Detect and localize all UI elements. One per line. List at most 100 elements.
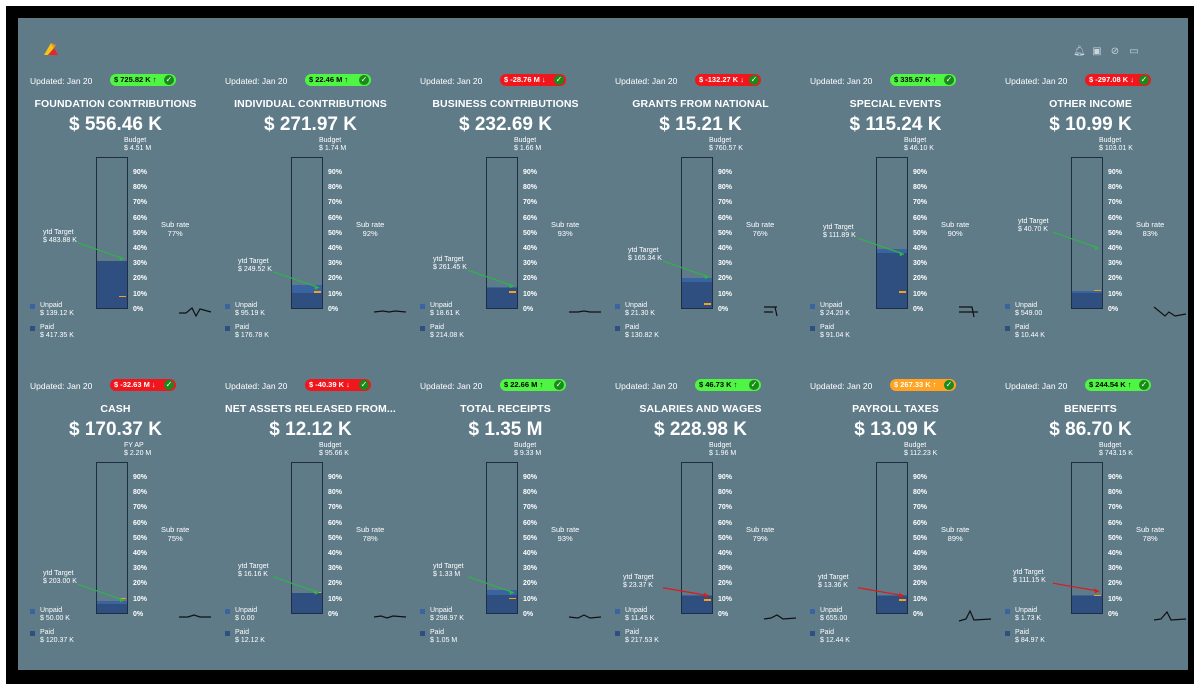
unpaid-value: $ 139.12 K [40, 310, 74, 317]
ytd-target-value: $ 203.00 K [43, 578, 77, 586]
variance-value: $ 22.46 M ↑ [309, 75, 349, 84]
gauge-tick-label: 50% [133, 534, 148, 542]
budget-caption: Budget [709, 137, 732, 144]
gauge-tick-label: 40% [718, 550, 733, 557]
gauge-bar [96, 462, 128, 614]
legend-paid: Paid $ 176.78 K [225, 324, 269, 340]
legend-paid: Paid $ 214.08 K [420, 324, 464, 340]
unpaid-value: $ 11.45 K [625, 615, 655, 622]
unpaid-label: Unpaid [40, 607, 63, 614]
updated-label: Updated: Jan 20 [810, 76, 873, 86]
sub-rate-value: 83% [1142, 229, 1158, 238]
kpi-card-9[interactable]: Updated: Jan 20 $ 22.66 M ↑ ✓ TOTAL RECE… [408, 323, 603, 644]
gauge-tick-label: 30% [133, 260, 148, 268]
paid-value: $ 91.04 K [820, 332, 850, 339]
gauge-tick-label: 80% [133, 489, 148, 497]
kpi-card-8[interactable]: Updated: Jan 20 $ -40.39 K ↓ ✓ NET ASSET… [213, 323, 408, 644]
variance-badge: $ 22.46 M ↑ ✓ [305, 74, 371, 86]
variance-badge: $ 46.73 K ↑ ✓ [695, 379, 761, 391]
kpi-card-6[interactable]: Updated: Jan 20 $ -297.08 K ↓ ✓ OTHER IN… [993, 18, 1188, 339]
kpi-card-11[interactable]: Updated: Jan 20 $ 267.33 K ↑ ✓ PAYROLL T… [798, 323, 993, 644]
budget-caption: Budget [904, 137, 927, 144]
ytd-target: ytd Target $ 203.00 K [43, 570, 77, 586]
kpi-card-10[interactable]: Updated: Jan 20 $ 46.73 K ↑ ✓ SALARIES A… [603, 323, 798, 644]
gauge-tick-label: 70% [1108, 504, 1123, 512]
unpaid-swatch [1005, 304, 1010, 309]
kpi-card-7[interactable]: Updated: Jan 20 $ -32.63 M ↓ ✓ CASH $ 17… [18, 323, 213, 644]
sub-rate: Sub rate 77% [161, 220, 189, 238]
paid-fill [97, 603, 127, 613]
paid-label: Paid [820, 324, 835, 331]
unpaid-swatch [30, 304, 35, 309]
gauge-tick-label: 60% [718, 214, 733, 222]
gauge-tick-label: 10% [1108, 595, 1123, 603]
unpaid-value: $ 24.20 K [820, 310, 850, 317]
sub-rate-label: Sub rate [1136, 525, 1165, 534]
gauge-tick-label: 20% [1108, 580, 1123, 588]
updated-label: Updated: Jan 20 [30, 76, 93, 86]
paid-label: Paid [430, 324, 445, 331]
card-amount: $ 12.12 K [269, 419, 352, 440]
budget-label: Budget $ 1.96 M [709, 442, 736, 458]
card-title: GRANTS FROM NATIONAL [632, 98, 769, 110]
budget-label: FY AP $ 2.20 M [124, 442, 151, 458]
gauge-tick-label: 70% [1108, 199, 1123, 207]
dashboard-canvas: 🔔︎ ▣ ⊘ ▭ Updated: Jan 20 $ 725.82 K ↑ ✓ … [18, 18, 1188, 670]
folder-icon[interactable]: ▭ [1129, 46, 1139, 57]
paid-value: $ 176.78 K [235, 332, 269, 339]
gauge-tick-label: 30% [718, 260, 733, 268]
gauge-tick-label: 90% [328, 169, 343, 176]
gauge-tick-label: 20% [913, 580, 928, 588]
gauge-tick-label: 40% [328, 550, 343, 557]
kpi-card-3[interactable]: Updated: Jan 20 $ -28.76 M ↓ ✓ BUSINESS … [408, 18, 603, 339]
unpaid-swatch [225, 304, 230, 309]
ytd-target: ytd Target $ 165.34 K [628, 247, 662, 263]
kpi-card-12[interactable]: Updated: Jan 20 $ 244.54 K ↑ ✓ BENEFITS … [993, 323, 1188, 644]
gauge-tick-label: 90% [718, 474, 733, 481]
gauge-tick-label: 80% [913, 489, 928, 497]
trend-sparkline [1153, 306, 1187, 317]
budget-label: Budget $ 95.66 K [319, 442, 349, 458]
gauge-tick-label: 60% [328, 214, 343, 222]
card-amount: $ 10.99 K [1049, 114, 1132, 135]
sub-rate-label: Sub rate [746, 525, 775, 534]
unpaid-label: Unpaid [1015, 607, 1038, 614]
gauge-tick-label: 30% [523, 565, 538, 573]
ytd-target-value: $ 261.45 K [433, 264, 467, 272]
variance-value: $ 244.54 K ↑ [1089, 380, 1132, 389]
kpi-card-1[interactable]: Updated: Jan 20 $ 725.82 K ↑ ✓ FOUNDATIO… [18, 18, 213, 339]
unpaid-value: $ 298.97 K [430, 615, 464, 622]
gauge-tick-label: 10% [913, 290, 928, 298]
gauge-tick-label: 50% [328, 229, 343, 237]
gauge-tick-label: 60% [718, 519, 733, 527]
paid-swatch [420, 631, 425, 636]
gauge-tick-label: 50% [718, 229, 733, 237]
paid-label: Paid [40, 324, 55, 331]
check-circle-icon[interactable]: ⊘ [1110, 46, 1120, 57]
paid-fill [292, 593, 322, 613]
ytd-target-value: $ 1.33 M [433, 570, 461, 578]
paid-label: Paid [820, 629, 835, 636]
legend-unpaid: Unpaid $ 0.00 [225, 607, 257, 623]
unpaid-fill [877, 594, 907, 597]
budget-caption: Budget [1099, 137, 1122, 144]
gauge-bar [291, 157, 323, 309]
legend-unpaid: Unpaid $ 18.61 K [420, 302, 460, 318]
kpi-card-2[interactable]: Updated: Jan 20 $ 22.46 M ↑ ✓ INDIVIDUAL… [213, 18, 408, 339]
budget-value: $ 1.66 M [514, 145, 542, 152]
variance-badge: $ -297.08 K ↓ ✓ [1085, 74, 1151, 86]
unpaid-label: Unpaid [235, 607, 258, 614]
gauge-tick-label: 40% [718, 245, 733, 252]
variance-value: $ 267.33 K ↑ [894, 380, 937, 389]
unpaid-swatch [225, 609, 230, 614]
kpi-card-5[interactable]: Updated: Jan 20 $ 335.67 K ↑ ✓ SPECIAL E… [798, 18, 993, 339]
gauge-tick-label: 10% [1108, 290, 1123, 298]
unpaid-swatch [30, 609, 35, 614]
gift-icon[interactable]: ▣ [1092, 46, 1102, 57]
gauge-tick-label: 90% [1108, 474, 1123, 481]
bell-icon[interactable]: 🔔︎ [1073, 46, 1086, 57]
sub-rate-label: Sub rate [161, 220, 190, 229]
kpi-card-4[interactable]: Updated: Jan 20 $ -132.27 K ↓ ✓ GRANTS F… [603, 18, 798, 339]
budget-label: Budget $ 743.15 K [1099, 442, 1133, 458]
trend-sparkline [1153, 610, 1187, 621]
